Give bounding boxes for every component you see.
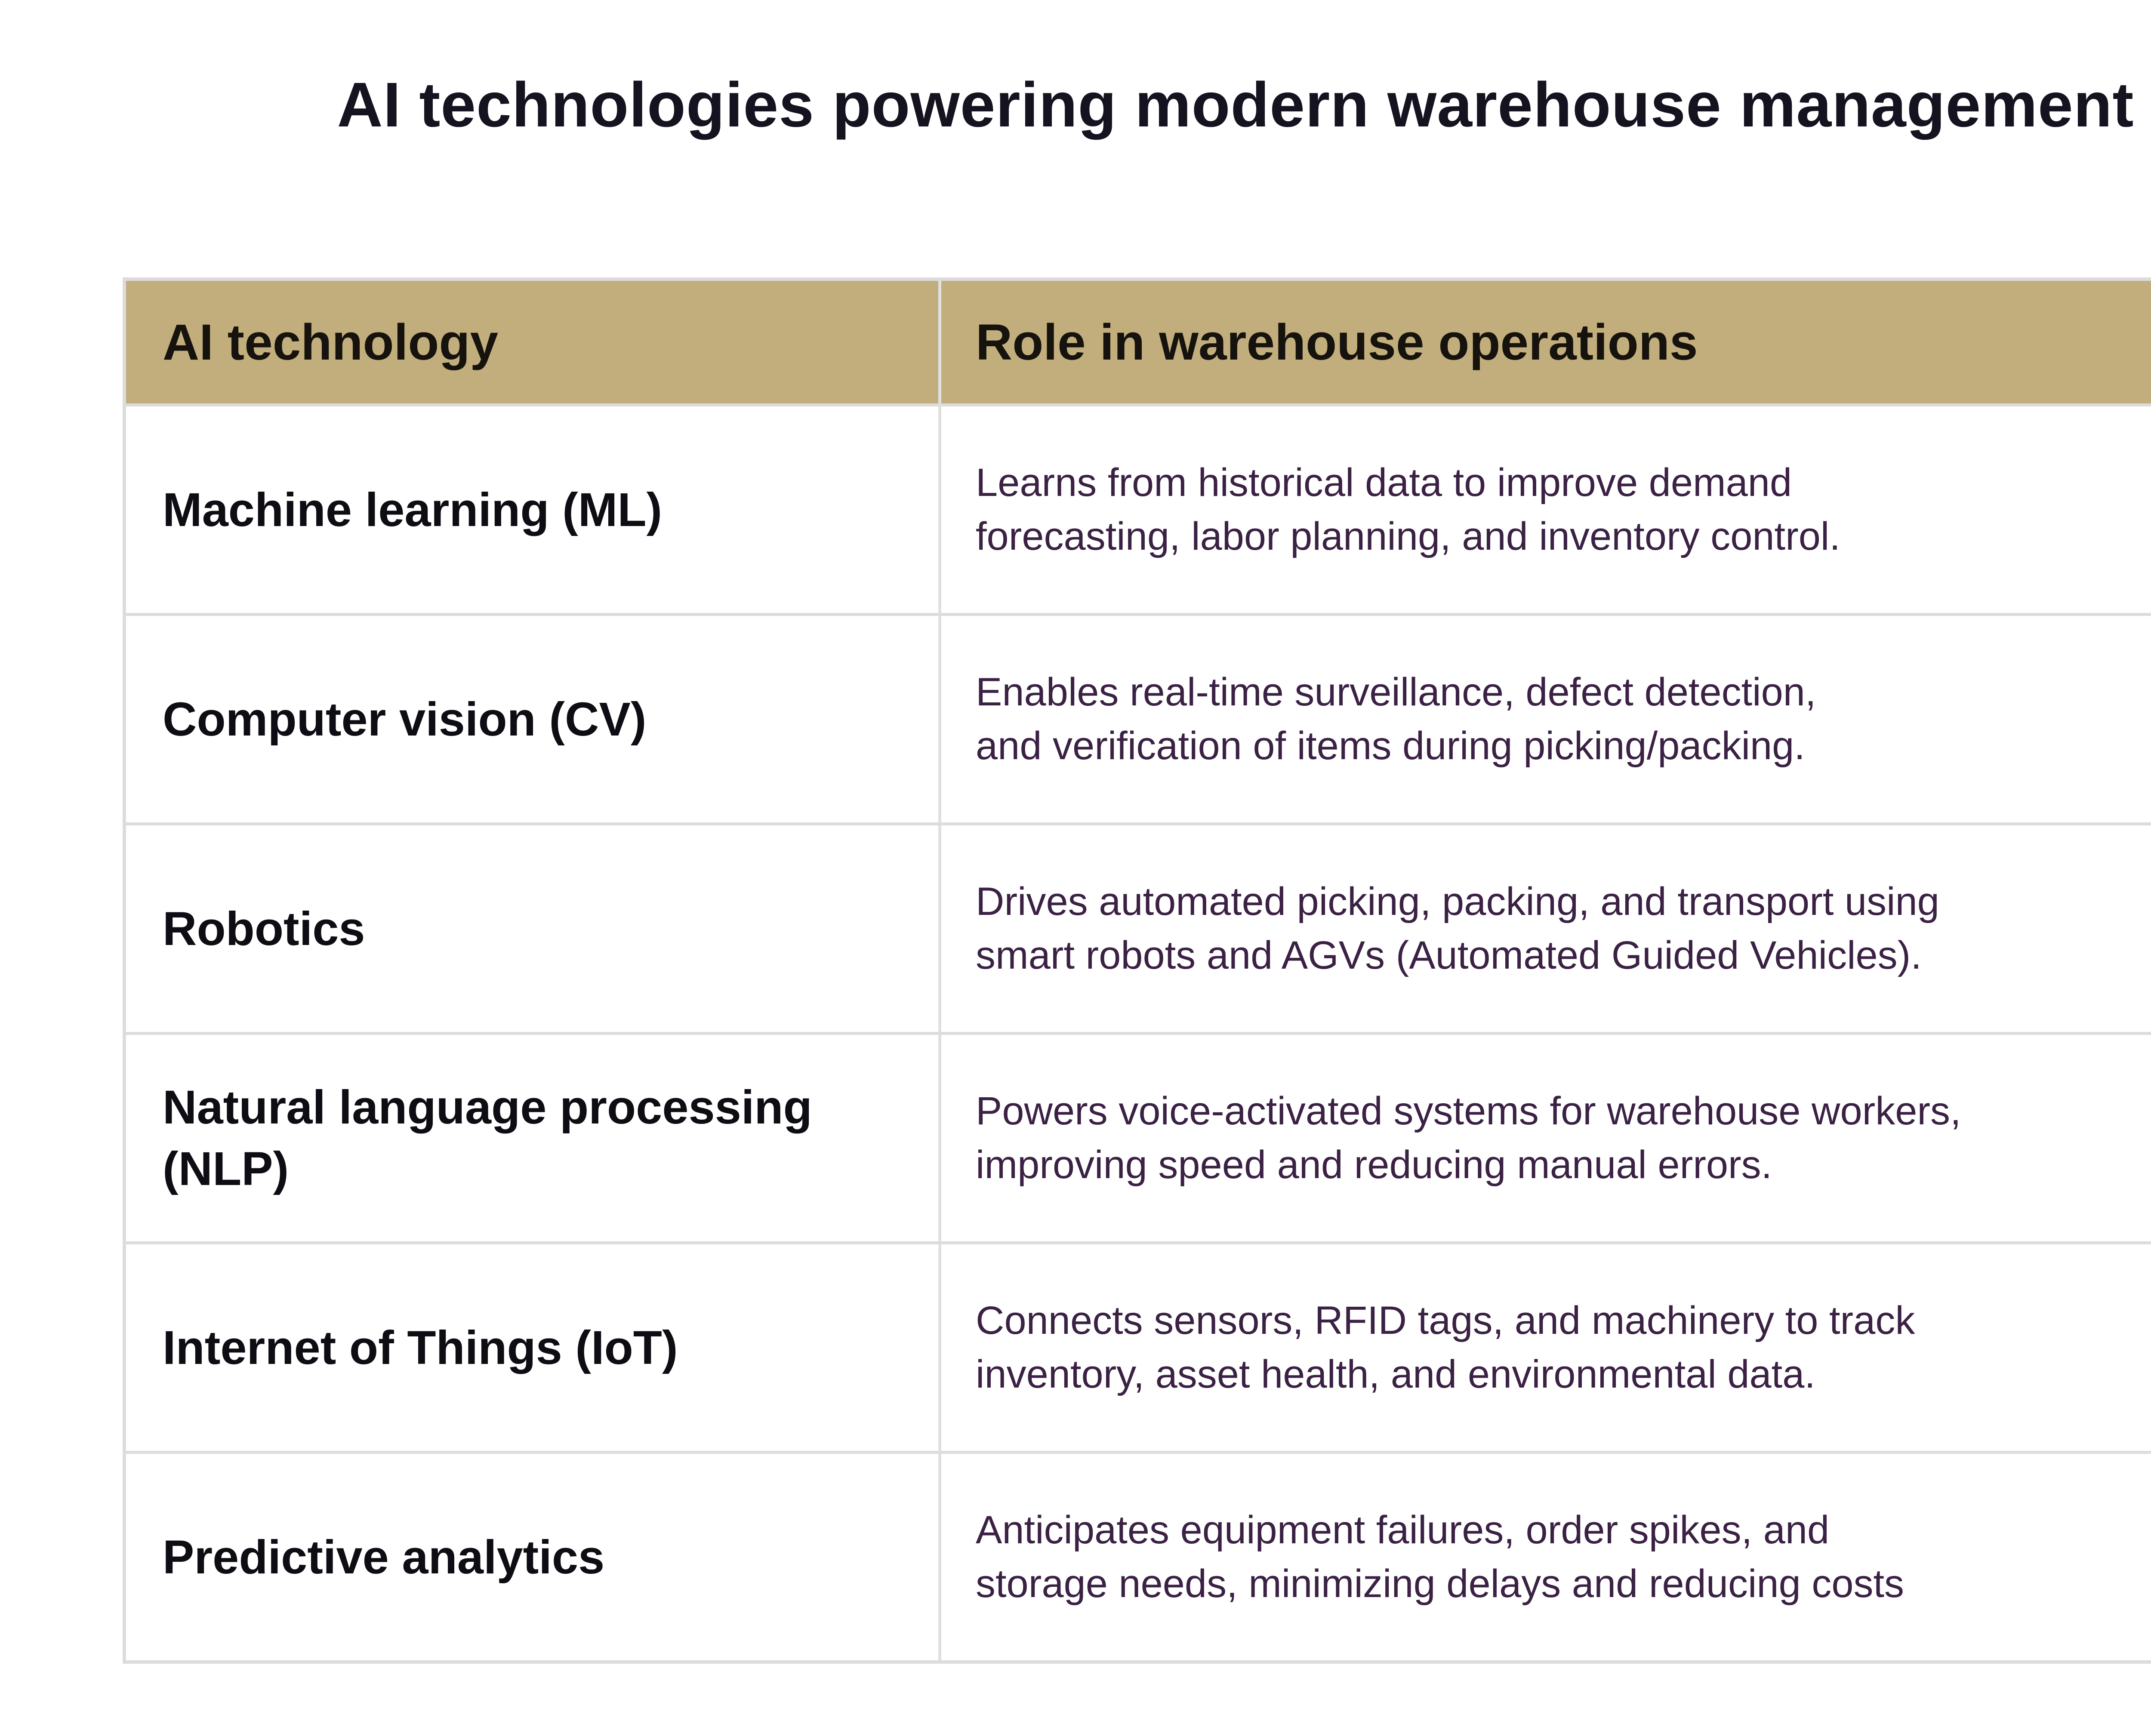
role-line: smart robots and AGVs (Automated Guided … [976, 933, 1922, 977]
ai-technologies-table: AI technology Role in warehouse operatio… [123, 277, 2151, 1664]
column-header-label: Role in warehouse operations [976, 314, 1698, 371]
role-cell: Anticipates equipment failures, order sp… [941, 1454, 2151, 1660]
table-row-machine-learning: Machine learning (ML) Learns from histor… [126, 403, 2151, 613]
header-cell-ai-technology: AI technology [126, 281, 941, 403]
table-row-robotics: Robotics Drives automated picking, packi… [126, 822, 2151, 1032]
role-cell: Powers voice-activated systems for wareh… [941, 1035, 2151, 1241]
table-row-predictive-analytics: Predictive analytics Anticipates equipme… [126, 1451, 2151, 1660]
role-line: Connects sensors, RFID tags, and machine… [976, 1298, 1915, 1342]
role-line: and verification of items during picking… [976, 724, 1805, 768]
role-line: inventory, asset health, and environment… [976, 1352, 1815, 1396]
role-line: Drives automated picking, packing, and t… [976, 879, 1939, 923]
page-title: AI technologies powering modern warehous… [337, 70, 2134, 140]
tech-cell: Machine learning (ML) [126, 406, 941, 613]
role-line: Powers voice-activated systems for wareh… [976, 1089, 1961, 1133]
role-line: Enables real-time surveillance, defect d… [976, 670, 1816, 714]
column-header-label: AI technology [163, 314, 499, 371]
role-cell: Learns from historical data to improve d… [941, 406, 2151, 613]
table-header-row: AI technology Role in warehouse operatio… [126, 281, 2151, 403]
tech-cell: Natural language processing (NLP) [126, 1035, 941, 1241]
role-line: Learns from historical data to improve d… [976, 460, 1792, 505]
role-line: Anticipates equipment failures, order sp… [976, 1508, 1830, 1552]
role-cell: Drives automated picking, packing, and t… [941, 825, 2151, 1032]
tech-label: Internet of Things (IoT) [163, 1321, 678, 1374]
tech-cell: Computer vision (CV) [126, 616, 941, 822]
tech-cell: Robotics [126, 825, 941, 1032]
tech-cell: Predictive analytics [126, 1454, 941, 1660]
role-line: forecasting, labor planning, and invento… [976, 514, 1840, 558]
table-row-computer-vision: Computer vision (CV) Enables real-time s… [126, 613, 2151, 822]
table-row-iot: Internet of Things (IoT) Connects sensor… [126, 1241, 2151, 1451]
role-cell: Connects sensors, RFID tags, and machine… [941, 1244, 2151, 1451]
table-row-nlp: Natural language processing (NLP) Powers… [126, 1032, 2151, 1241]
role-line: improving speed and reducing manual erro… [976, 1143, 1772, 1187]
tech-cell: Internet of Things (IoT) [126, 1244, 941, 1451]
tech-label: Computer vision (CV) [163, 693, 647, 746]
header-cell-role: Role in warehouse operations [941, 281, 2151, 403]
tech-label: Robotics [163, 902, 365, 955]
tech-label: Machine learning (ML) [163, 483, 663, 536]
tech-label: Predictive analytics [163, 1530, 605, 1584]
role-line: storage needs, minimizing delays and red… [976, 1562, 1904, 1606]
role-cell: Enables real-time surveillance, defect d… [941, 616, 2151, 822]
tech-label: Natural language processing (NLP) [163, 1081, 812, 1195]
